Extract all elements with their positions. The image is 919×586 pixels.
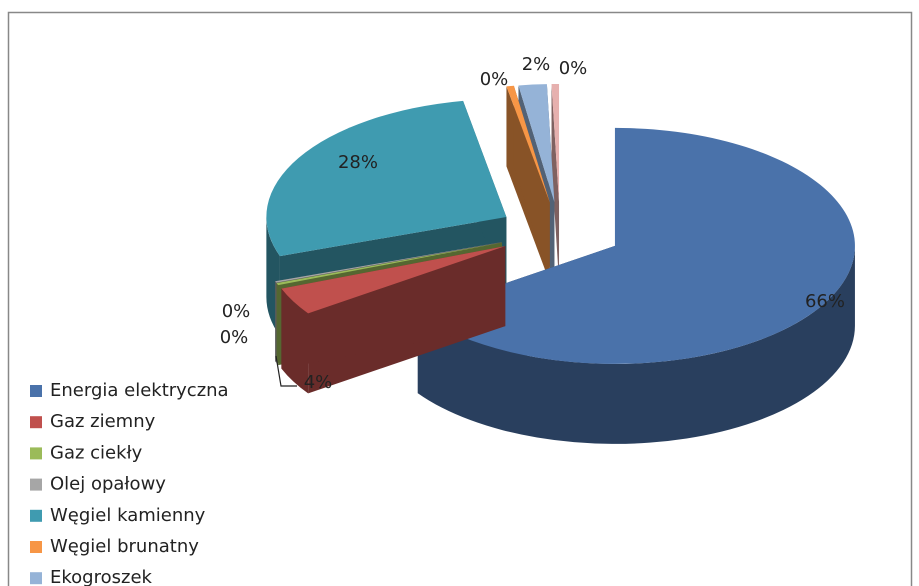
legend-label: Energia elektryczna bbox=[50, 380, 229, 401]
legend-swatch bbox=[30, 447, 42, 460]
data-label: 0% bbox=[222, 301, 251, 322]
slice bbox=[276, 242, 502, 286]
slice bbox=[275, 242, 502, 283]
data-label: 28% bbox=[338, 152, 378, 173]
pie bbox=[266, 84, 855, 444]
legend-swatch bbox=[30, 385, 42, 397]
data-label: 0% bbox=[559, 58, 588, 79]
leader-line bbox=[275, 355, 297, 387]
data-label: 0% bbox=[220, 327, 249, 348]
slice bbox=[551, 84, 560, 203]
slice-side bbox=[513, 85, 550, 283]
legend-swatch bbox=[30, 541, 42, 553]
data-label: 2% bbox=[522, 54, 551, 75]
slice bbox=[506, 85, 550, 203]
legend-swatch bbox=[30, 509, 42, 522]
data-label: 0% bbox=[480, 69, 509, 90]
slice bbox=[417, 127, 855, 364]
slice-side bbox=[417, 245, 855, 444]
slice bbox=[281, 246, 506, 314]
slice-side bbox=[281, 288, 309, 394]
legend-label: Olej opałowy bbox=[50, 474, 166, 495]
legend-label: Gaz ziemny bbox=[50, 411, 156, 432]
legend-label: Ekogroszek bbox=[50, 567, 153, 586]
slice bbox=[518, 84, 555, 203]
slice-side bbox=[551, 84, 560, 283]
slice-side bbox=[276, 283, 279, 366]
slice bbox=[266, 100, 507, 257]
legend-label: Węgiel kamienny bbox=[50, 505, 206, 526]
legend-swatch bbox=[30, 478, 42, 491]
slice-side bbox=[275, 281, 277, 363]
slice-side bbox=[281, 246, 506, 369]
legend-label: Węgiel brunatny bbox=[50, 536, 199, 557]
legend-swatch bbox=[30, 416, 42, 429]
legend-label: Gaz ciekły bbox=[50, 442, 143, 463]
legend-swatch bbox=[30, 572, 42, 585]
data-label: 66% bbox=[805, 291, 845, 312]
data-label: 4% bbox=[304, 372, 333, 393]
